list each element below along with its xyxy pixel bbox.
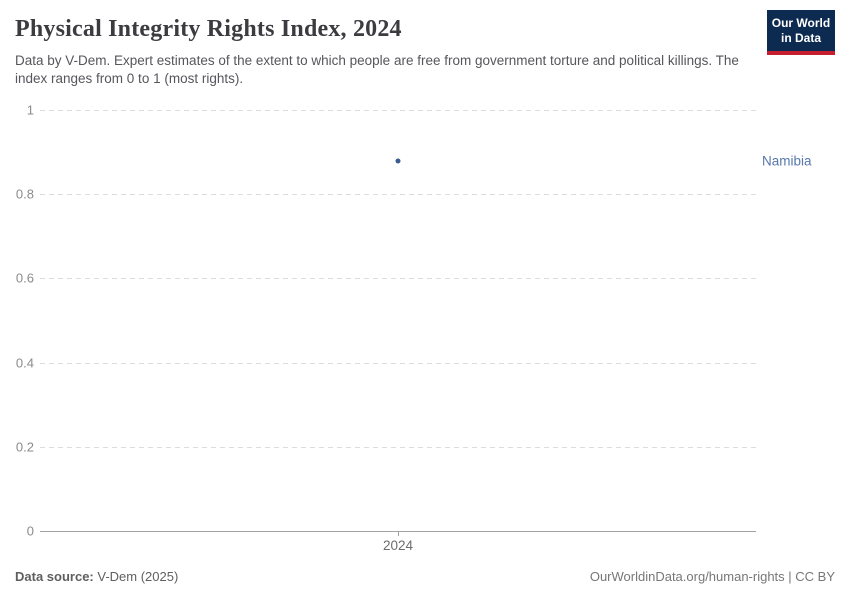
owid-logo-line1: Our World xyxy=(771,16,831,30)
x-axis-tick xyxy=(398,531,399,536)
x-axis-label: 2024 xyxy=(382,538,414,553)
credit-link[interactable]: OurWorldinData.org/human-rights | CC BY xyxy=(589,569,835,584)
owid-logo-line2: in Data xyxy=(780,30,821,45)
data-source-value: V-Dem (2025) xyxy=(93,569,179,584)
y-axis-label: 0.8 xyxy=(15,186,34,202)
y-axis-label: 1 xyxy=(26,102,34,118)
y-axis-label: 0.6 xyxy=(15,270,34,286)
y-axis-label: 0.2 xyxy=(15,439,34,455)
entity-label-namibia[interactable]: Namibia xyxy=(762,153,812,169)
gridline xyxy=(40,110,756,111)
owid-logo: Our World in Data xyxy=(767,10,835,55)
gridline xyxy=(40,194,756,196)
page-title: Physical Integrity Rights Index, 2024 xyxy=(15,16,402,42)
chart-subtitle: Data by V-Dem. Expert estimates of the e… xyxy=(15,53,739,86)
data-source-label: Data source: xyxy=(15,569,94,584)
gridline xyxy=(40,446,756,448)
data-source-note: Data source: V-Dem (2025) xyxy=(15,569,178,584)
data-point-namibia[interactable] xyxy=(395,158,401,164)
gridline xyxy=(40,278,756,280)
y-axis-label: 0.4 xyxy=(15,355,34,371)
y-axis-label: 0 xyxy=(26,523,34,539)
gridline xyxy=(40,362,756,364)
